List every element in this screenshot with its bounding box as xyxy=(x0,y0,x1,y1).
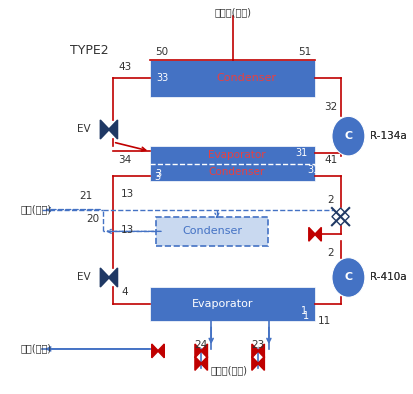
Polygon shape xyxy=(200,344,207,358)
Text: R-134a: R-134a xyxy=(369,131,406,141)
Text: Evaporator: Evaporator xyxy=(207,150,265,160)
Text: Condenser: Condenser xyxy=(182,227,242,236)
Polygon shape xyxy=(195,357,201,370)
Text: 32: 32 xyxy=(323,102,337,112)
Ellipse shape xyxy=(331,116,364,156)
Text: 실내기(여름): 실내기(여름) xyxy=(210,366,247,375)
Polygon shape xyxy=(108,268,117,287)
Text: 1: 1 xyxy=(300,306,306,316)
Polygon shape xyxy=(314,227,320,241)
Text: 1: 1 xyxy=(303,311,309,321)
Text: 33: 33 xyxy=(156,73,168,83)
Polygon shape xyxy=(100,268,109,287)
Text: 4: 4 xyxy=(121,287,128,297)
Text: 20: 20 xyxy=(86,214,100,223)
Polygon shape xyxy=(251,357,258,370)
Text: C: C xyxy=(344,131,351,141)
FancyBboxPatch shape xyxy=(150,146,314,181)
Text: 해수(여름): 해수(여름) xyxy=(21,204,52,215)
Text: R-134a: R-134a xyxy=(369,131,406,141)
Text: TYPE2: TYPE2 xyxy=(69,45,108,58)
Polygon shape xyxy=(308,227,315,241)
Polygon shape xyxy=(100,120,109,139)
Polygon shape xyxy=(157,344,164,358)
Text: Evaporator: Evaporator xyxy=(191,299,252,309)
Text: 해수(걨울): 해수(걨울) xyxy=(21,343,52,353)
FancyBboxPatch shape xyxy=(150,59,314,97)
Text: EV: EV xyxy=(76,125,90,134)
Polygon shape xyxy=(200,357,207,370)
Text: 31: 31 xyxy=(306,165,319,175)
Text: 41: 41 xyxy=(323,156,337,165)
Text: 2: 2 xyxy=(327,195,333,205)
Polygon shape xyxy=(195,344,201,358)
Text: 43: 43 xyxy=(118,62,131,72)
Text: 13: 13 xyxy=(121,189,134,199)
Text: Condenser: Condenser xyxy=(207,167,263,177)
Text: 실내기(걨울): 실내기(걨울) xyxy=(214,7,251,17)
Polygon shape xyxy=(257,344,264,358)
Text: 3: 3 xyxy=(154,172,160,182)
Text: 23: 23 xyxy=(251,340,264,350)
Polygon shape xyxy=(108,120,117,139)
Text: 34: 34 xyxy=(118,155,131,165)
Text: 13: 13 xyxy=(121,225,134,235)
Text: 51: 51 xyxy=(298,47,311,57)
Text: 31: 31 xyxy=(294,148,306,158)
Text: C: C xyxy=(344,273,351,282)
Text: 24: 24 xyxy=(194,340,207,350)
Ellipse shape xyxy=(331,258,364,297)
Text: R-410a: R-410a xyxy=(369,273,406,282)
FancyBboxPatch shape xyxy=(150,287,314,321)
Text: 3: 3 xyxy=(154,169,161,179)
Text: R-410a: R-410a xyxy=(369,273,406,282)
Text: 2: 2 xyxy=(327,248,333,258)
Text: 50: 50 xyxy=(155,47,168,57)
Polygon shape xyxy=(257,357,264,370)
Text: EV: EV xyxy=(76,273,90,282)
FancyBboxPatch shape xyxy=(156,217,267,246)
Polygon shape xyxy=(251,344,258,358)
Text: 21: 21 xyxy=(78,191,92,201)
Text: Condenser: Condenser xyxy=(216,73,275,83)
Text: 11: 11 xyxy=(318,316,331,327)
Polygon shape xyxy=(152,344,158,358)
